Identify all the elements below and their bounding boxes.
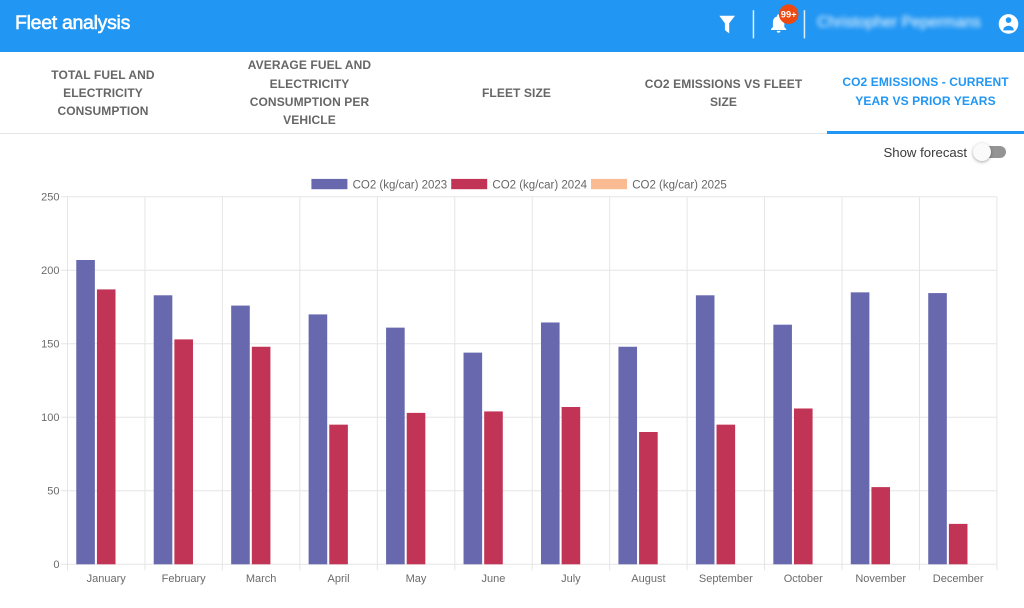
svg-text:CO2 (kg/car) 2024: CO2 (kg/car) 2024 [492, 179, 587, 191]
svg-text:50: 50 [47, 486, 59, 498]
svg-text:July: July [561, 573, 581, 585]
svg-text:February: February [162, 573, 207, 585]
svg-text:100: 100 [41, 412, 59, 424]
svg-text:November: November [855, 573, 906, 585]
svg-text:March: March [246, 573, 277, 585]
svg-text:June: June [482, 573, 506, 585]
svg-text:May: May [406, 573, 427, 585]
svg-text:250: 250 [41, 192, 59, 204]
svg-text:CO2 (kg/car) 2023: CO2 (kg/car) 2023 [353, 179, 448, 191]
svg-text:September: September [699, 573, 753, 585]
svg-text:October: October [784, 573, 823, 585]
svg-text:January: January [87, 573, 127, 585]
svg-text:April: April [328, 573, 350, 585]
svg-text:August: August [631, 573, 665, 585]
svg-text:CO2 (kg/car) 2025: CO2 (kg/car) 2025 [632, 179, 727, 191]
svg-text:December: December [933, 573, 984, 585]
svg-text:150: 150 [41, 339, 59, 351]
svg-text:0: 0 [53, 559, 59, 571]
svg-text:200: 200 [41, 265, 59, 277]
